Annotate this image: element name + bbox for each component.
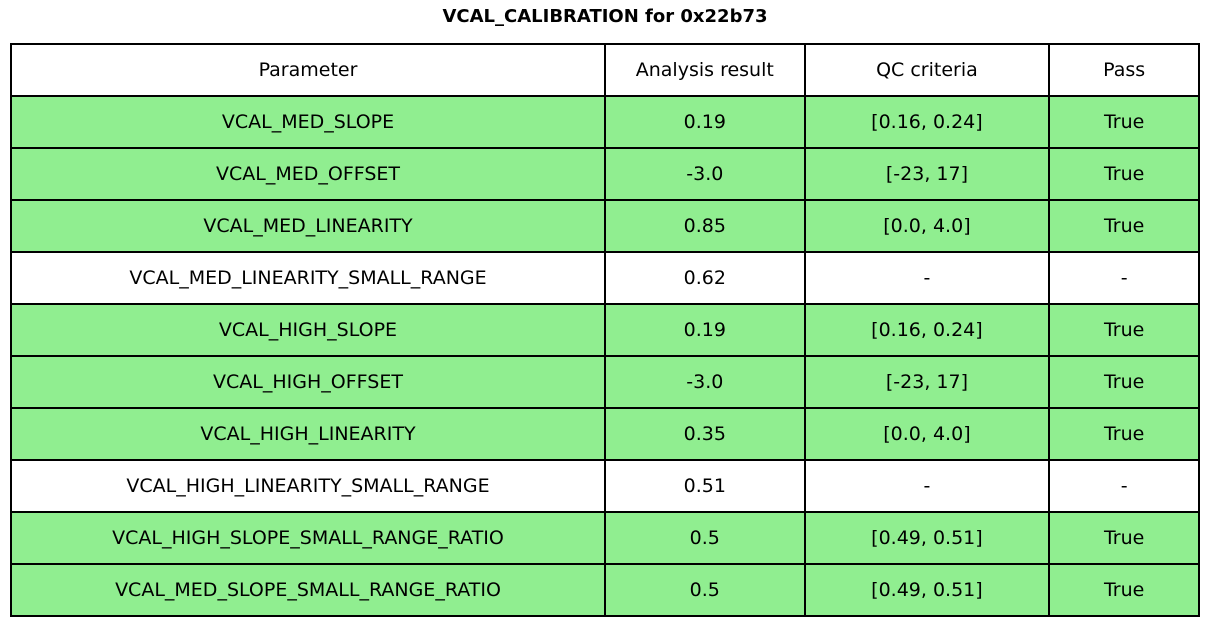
cell-parameter: VCAL_MED_OFFSET xyxy=(10,147,606,201)
cell-analysis-result: 0.5 xyxy=(604,511,806,565)
col-header-qc-criteria: QC criteria xyxy=(803,43,1051,97)
col-header-analysis-result: Analysis result xyxy=(604,43,806,97)
cell-qc-criteria: [-23, 17] xyxy=(803,147,1051,201)
cell-pass: - xyxy=(1048,459,1200,513)
table-row: VCAL_HIGH_LINEARITY 0.35 [0.0, 4.0] True xyxy=(10,407,1200,461)
cell-qc-criteria: [0.49, 0.51] xyxy=(803,511,1051,565)
cell-pass: True xyxy=(1048,199,1200,253)
cell-pass: True xyxy=(1048,95,1200,149)
cell-qc-criteria: [0.16, 0.24] xyxy=(803,303,1051,357)
cell-parameter: VCAL_HIGH_LINEARITY_SMALL_RANGE xyxy=(10,459,606,513)
cell-parameter: VCAL_MED_LINEARITY_SMALL_RANGE xyxy=(10,251,606,305)
table-row: VCAL_MED_SLOPE_SMALL_RANGE_RATIO 0.5 [0.… xyxy=(10,563,1200,617)
cell-analysis-result: 0.51 xyxy=(604,459,806,513)
cell-parameter: VCAL_MED_SLOPE_SMALL_RANGE_RATIO xyxy=(10,563,606,617)
table-row: VCAL_MED_OFFSET -3.0 [-23, 17] True xyxy=(10,147,1200,201)
cell-qc-criteria: [-23, 17] xyxy=(803,355,1051,409)
cell-pass: True xyxy=(1048,511,1200,565)
figure-title: VCAL_CALIBRATION for 0x22b73 xyxy=(442,6,768,27)
cell-analysis-result: -3.0 xyxy=(604,355,806,409)
table-row: VCAL_HIGH_SLOPE 0.19 [0.16, 0.24] True xyxy=(10,303,1200,357)
cell-analysis-result: 0.19 xyxy=(604,95,806,149)
cell-qc-criteria: [0.0, 4.0] xyxy=(803,407,1051,461)
table-row: VCAL_HIGH_SLOPE_SMALL_RANGE_RATIO 0.5 [0… xyxy=(10,511,1200,565)
table-row: VCAL_HIGH_OFFSET -3.0 [-23, 17] True xyxy=(10,355,1200,409)
col-header-pass: Pass xyxy=(1048,43,1200,97)
cell-parameter: VCAL_HIGH_SLOPE_SMALL_RANGE_RATIO xyxy=(10,511,606,565)
cell-analysis-result: 0.62 xyxy=(604,251,806,305)
cell-analysis-result: 0.5 xyxy=(604,563,806,617)
cell-qc-criteria: - xyxy=(803,459,1051,513)
cell-parameter: VCAL_MED_LINEARITY xyxy=(10,199,606,253)
table-row: VCAL_HIGH_LINEARITY_SMALL_RANGE 0.51 - - xyxy=(10,459,1200,513)
cell-analysis-result: 0.85 xyxy=(604,199,806,253)
cell-analysis-result: -3.0 xyxy=(604,147,806,201)
cell-pass: True xyxy=(1048,303,1200,357)
cell-pass: - xyxy=(1048,251,1200,305)
cell-qc-criteria: [0.49, 0.51] xyxy=(803,563,1051,617)
cell-analysis-result: 0.35 xyxy=(604,407,806,461)
header-row: Parameter Analysis result QC criteria Pa… xyxy=(10,43,1200,97)
cell-pass: True xyxy=(1048,563,1200,617)
cell-parameter: VCAL_HIGH_LINEARITY xyxy=(10,407,606,461)
cell-qc-criteria: - xyxy=(803,251,1051,305)
cell-parameter: VCAL_MED_SLOPE xyxy=(10,95,606,149)
cell-pass: True xyxy=(1048,407,1200,461)
table-row: VCAL_MED_LINEARITY 0.85 [0.0, 4.0] True xyxy=(10,199,1200,253)
cell-qc-criteria: [0.16, 0.24] xyxy=(803,95,1051,149)
table-row: VCAL_MED_SLOPE 0.19 [0.16, 0.24] True xyxy=(10,95,1200,149)
qc-results-table: Parameter Analysis result QC criteria Pa… xyxy=(10,43,1200,617)
cell-parameter: VCAL_HIGH_SLOPE xyxy=(10,303,606,357)
table-row: VCAL_MED_LINEARITY_SMALL_RANGE 0.62 - - xyxy=(10,251,1200,305)
cell-pass: True xyxy=(1048,355,1200,409)
cell-pass: True xyxy=(1048,147,1200,201)
cell-analysis-result: 0.19 xyxy=(604,303,806,357)
col-header-parameter: Parameter xyxy=(10,43,606,97)
cell-parameter: VCAL_HIGH_OFFSET xyxy=(10,355,606,409)
cell-qc-criteria: [0.0, 4.0] xyxy=(803,199,1051,253)
